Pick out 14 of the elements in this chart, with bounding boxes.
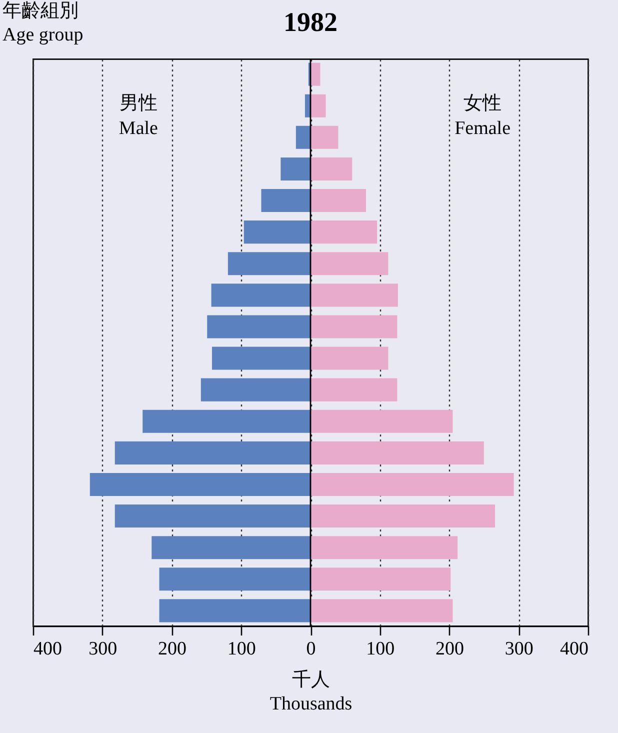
x-tick-label: 100	[366, 638, 395, 660]
chart-title: 1982	[284, 7, 338, 37]
x-axis-title: 千人 Thousands	[270, 670, 352, 714]
x-tick-label: 100	[227, 638, 256, 660]
x-tick-label: 400	[560, 638, 588, 660]
x-tick-label: 0	[306, 638, 316, 660]
x-tick-label: 300	[88, 638, 118, 660]
x-tick-label: 400	[34, 638, 62, 660]
x-tick-label: 200	[436, 638, 464, 660]
annotation: 男性 Male	[118, 93, 158, 139]
x-tick-label: 200	[158, 638, 186, 660]
x-tick-label: 300	[504, 638, 534, 660]
annotation: 女性 Female	[454, 93, 511, 139]
y-axis-title: 年齡組別 Age group	[2, 0, 84, 46]
